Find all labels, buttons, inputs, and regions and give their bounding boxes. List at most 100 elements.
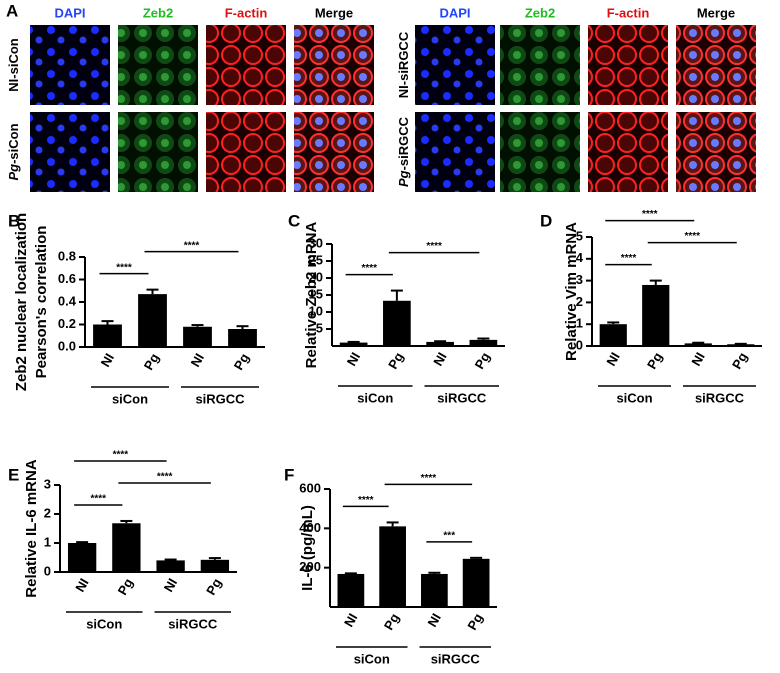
x-tick-label: Pg [141,351,162,373]
y-tick-label: 0.6 [58,271,76,286]
x-tick-label: Pg [464,611,485,633]
bar [684,343,712,346]
y-tick-label: 200 [299,559,321,574]
bar [421,573,448,607]
y-tick-label: 0.8 [58,248,76,263]
y-tick-label: 15 [309,286,323,301]
panel-a: A [6,1,18,20]
row-label: NI-siCon [6,38,21,92]
x-tick-label: NI [72,576,91,595]
micrograph [206,112,286,192]
panel-letter: A [6,1,18,20]
y-axis-label: IL-6 (pg/mL) [299,505,316,591]
micrograph [588,25,668,105]
bar [112,523,141,572]
significance-label: **** [358,495,374,506]
micrograph [118,25,198,105]
row-label-text: -siCon [6,123,21,164]
significance-label: **** [157,472,173,483]
significance-label: **** [116,262,132,273]
row-label-italic: Pg [396,170,411,187]
group-label: siRGCC [695,390,745,405]
x-tick-label: NI [344,350,363,369]
bar [642,284,670,346]
bar [379,526,406,607]
x-tick-label: Pg [644,350,665,372]
group-label: siRGCC [431,651,481,666]
micrograph [500,112,580,192]
significance-label: **** [90,494,106,505]
micrograph [500,25,580,105]
panel-letter: C [288,211,300,230]
x-tick-label: Pg [729,350,750,372]
row-label: Pg-siRGCC [396,116,411,187]
bar [228,329,257,347]
group-label: siCon [357,390,393,405]
column-header: Zeb2 [525,5,555,20]
chart: E Relative IL-6 mRNA 0 1 2 3 NI Pg NI Pg siCon siRG… [8,450,237,631]
row-label-text: NI-siRGCC [396,31,411,98]
x-tick-label: NI [98,351,117,370]
y-tick-label: 20 [309,269,323,284]
chart: F IL-6 (pg/mL)200 400 600 NI Pg NI Pg siCon siRGC… [284,465,497,666]
y-tick-label: 2 [576,294,583,309]
bar [383,300,411,346]
group-label: siCon [616,390,652,405]
panel-letter: B [8,211,20,230]
x-tick-label: NI [161,576,180,595]
y-tick-label: 1 [44,534,51,549]
column-header: Merge [315,5,353,20]
y-axis-label: Relative Vim mRNA [563,222,580,361]
y-axis-label: Pearson's correlation [33,226,50,379]
y-tick-label: 2 [44,505,51,520]
micrograph [588,112,668,192]
micrograph [294,112,374,192]
row-label: NI-siRGCC [396,31,411,98]
y-tick-label: 25 [309,252,323,267]
bar [462,558,490,607]
y-tick-label: 3 [44,476,51,491]
x-tick-label: NI [430,350,449,369]
micrograph [415,25,495,105]
y-tick-label: 10 [309,303,323,318]
significance-label: **** [361,263,377,274]
micrograph [206,25,286,105]
x-tick-label: NI [341,611,360,630]
group-label: siCon [112,391,148,406]
y-tick-label: 5 [576,228,583,243]
bar [337,573,365,607]
column-header: DAPI [54,5,85,20]
x-tick-label: NI [424,611,443,630]
significance-label: **** [184,240,200,251]
bar [156,560,185,572]
bar [599,324,627,346]
bar [93,324,122,347]
x-tick-label: NI [188,351,207,370]
bar [469,339,498,346]
significance-label: *** [443,530,455,541]
panel-letter: F [284,465,294,484]
row-label-text: NI-siCon [6,38,21,92]
panel-letter: D [540,211,552,230]
y-axis-label: Relative Zeb2 mRNA [303,221,320,368]
significance-label: **** [621,253,637,264]
column-header: Zeb2 [143,5,173,20]
x-tick-label: Pg [381,611,402,633]
bar [339,342,368,346]
micrograph [294,25,374,105]
column-header: F-actin [607,5,650,20]
micrograph [118,112,198,192]
row-label-text: -siRGCC [396,116,411,170]
column-header: F-actin [225,5,268,20]
bar [200,559,230,572]
y-tick-label: 400 [299,520,321,535]
y-tick-label: 0 [44,563,51,578]
micrograph [676,112,756,192]
y-tick-label: 0 [576,337,583,352]
group-label: siRGCC [168,616,218,631]
y-axis-label: Zeb2 nuclear localization [13,213,30,391]
x-tick-label: Pg [385,350,406,372]
